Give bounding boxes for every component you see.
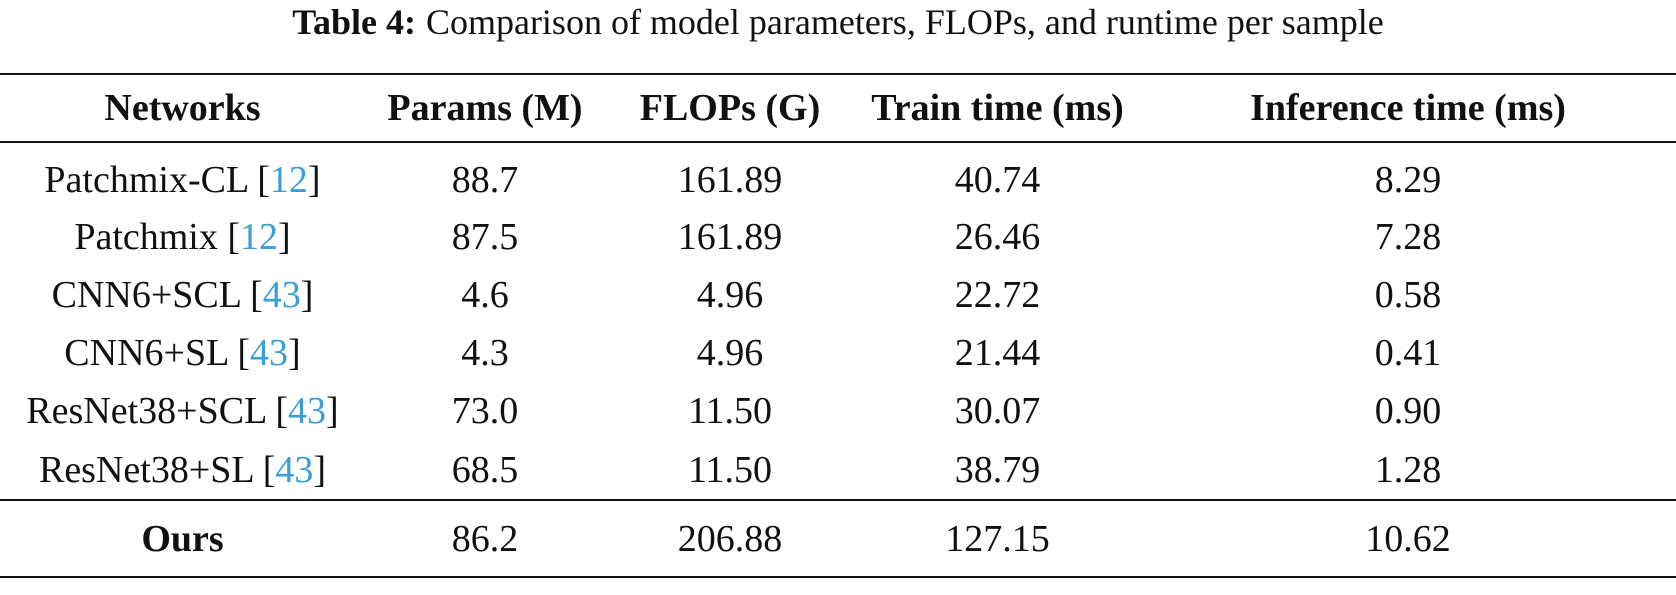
inference-time-cell: 1.28 [1374,448,1442,491]
flops-cell: 11.50 [687,390,773,432]
flops-cell: 11.50 [687,448,773,491]
train-time-cell: 21.44 [954,332,1041,374]
flops-cell: 4.96 [696,332,764,374]
ours-inference-time-cell: 10.62 [1140,499,1676,578]
table-row: CNN6+SCL [43] 4.6 4.96 22.72 0.58 [0,266,1676,324]
table-row: ResNet38+SCL [43] 73.0 11.50 30.07 0.90 [0,382,1676,440]
network-cell: Patchmix [12] [74,216,291,258]
inference-time-cell: 0.90 [1374,390,1442,432]
network-name: ResNet38+SCL [26,390,266,432]
citation-link[interactable]: 43 [288,390,327,432]
citation-link[interactable]: 12 [240,216,279,258]
network-cell: ResNet38+SL [43] [38,448,327,491]
params-cell: 73.0 [451,390,519,432]
header-flops: FLOPs (G) [605,73,855,143]
caption-text: Comparison of model parameters, FLOPs, a… [425,2,1384,42]
network-cell: CNN6+SCL [43] [51,274,314,316]
params-cell: 88.7 [451,158,519,201]
ours-network-cell: Ours [0,499,365,578]
train-time-cell: 22.72 [954,274,1041,316]
flops-cell: 4.96 [696,274,764,316]
header-row: Networks Params (M) FLOPs (G) Train time… [0,73,1676,143]
inference-time-cell: 0.58 [1374,274,1442,316]
table-caption: Table 4: Comparison of model parameters, … [0,0,1676,44]
network-cell: Patchmix-CL [12] [44,158,321,201]
flops-cell: 161.89 [677,158,783,201]
params-cell: 87.5 [451,216,519,258]
header-inference-time: Inference time (ms) [1140,73,1676,143]
citation-link[interactable]: 43 [262,274,301,316]
network-name: CNN6+SCL [51,274,241,316]
train-time-cell: 26.46 [954,216,1041,258]
ours-flops-cell: 206.88 [605,499,855,578]
comparison-table: Networks Params (M) FLOPs (G) Train time… [0,73,1676,578]
network-name: Patchmix [74,216,218,258]
params-cell: 68.5 [451,448,519,491]
params-cell: 4.6 [461,274,509,316]
table-body: Patchmix-CL [12] 88.7 161.89 40.74 8.29 … [0,142,1676,500]
ours-train-time-cell: 127.15 [855,499,1140,578]
train-time-cell: 40.74 [954,158,1041,201]
header-networks: Networks [0,73,365,143]
citation-link[interactable]: 12 [269,158,308,201]
table-header: Networks Params (M) FLOPs (G) Train time… [0,73,1676,143]
header-params: Params (M) [365,73,605,143]
ours-section: Ours 86.2 206.88 127.15 10.62 [0,499,1676,578]
table-row: Patchmix [12] 87.5 161.89 26.46 7.28 [0,208,1676,266]
network-name: CNN6+SL [64,332,228,374]
inference-time-cell: 0.41 [1374,332,1442,374]
citation-link[interactable]: 43 [250,332,289,374]
train-time-cell: 38.79 [954,448,1041,491]
caption-label: Table 4: [292,2,416,42]
params-cell: 4.3 [461,332,509,374]
table-row: CNN6+SL [43] 4.3 4.96 21.44 0.41 [0,324,1676,382]
table-row: Patchmix-CL [12] 88.7 161.89 40.74 8.29 [0,142,1676,208]
flops-cell: 161.89 [677,216,783,258]
table-row: ResNet38+SL [43] 68.5 11.50 38.79 1.28 [0,440,1676,500]
citation-link[interactable]: 43 [275,448,314,491]
network-name: ResNet38+SL [38,448,254,491]
train-time-cell: 30.07 [954,390,1041,432]
header-train-time: Train time (ms) [855,73,1140,143]
ours-params-cell: 86.2 [365,499,605,578]
network-name: Patchmix-CL [44,158,248,201]
inference-time-cell: 8.29 [1374,158,1442,201]
network-cell: CNN6+SL [43] [64,332,301,374]
inference-time-cell: 7.28 [1374,216,1442,258]
ours-row: Ours 86.2 206.88 127.15 10.62 [0,499,1676,578]
network-cell: ResNet38+SCL [43] [26,390,339,432]
